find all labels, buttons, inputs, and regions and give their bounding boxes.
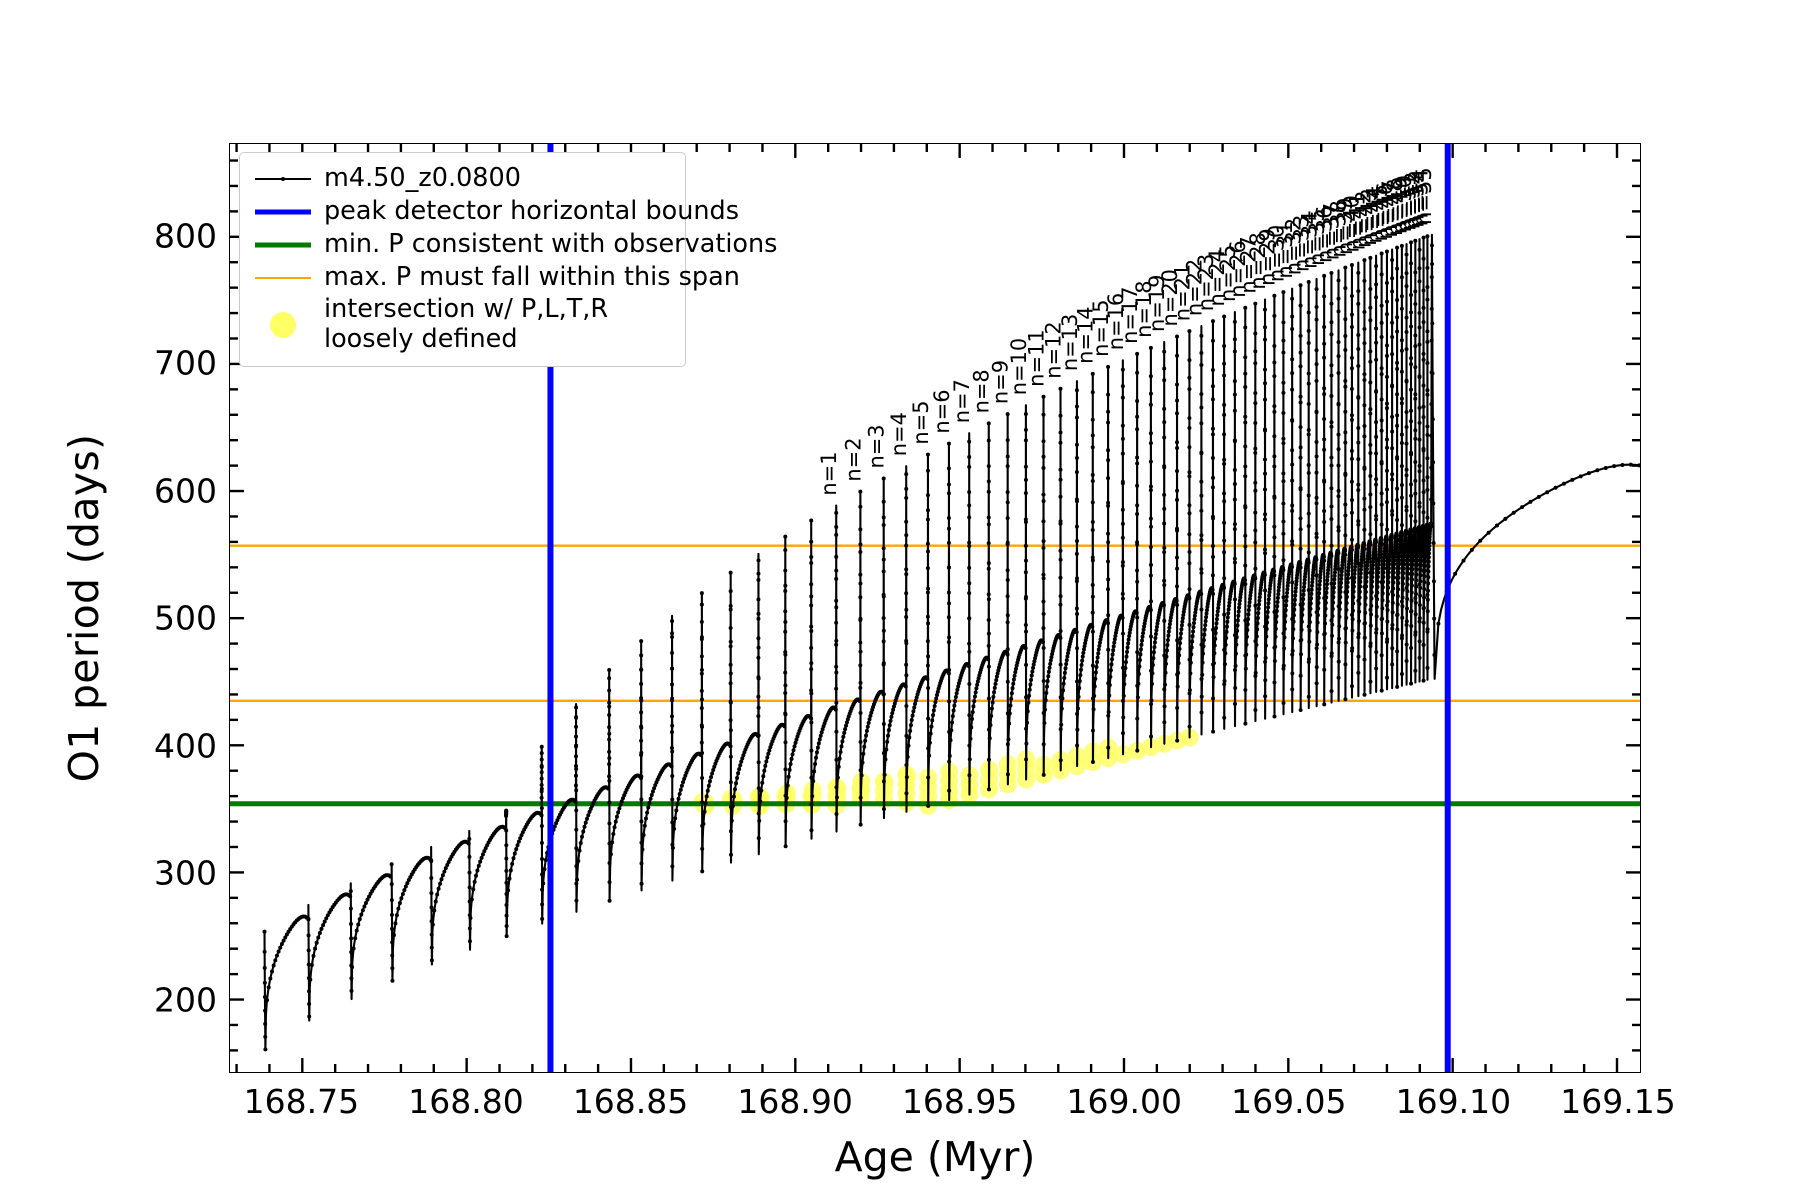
y-tick-label: 600 bbox=[154, 471, 217, 511]
y-tick-label: 200 bbox=[154, 980, 217, 1020]
pulse-annotation: n=14 bbox=[1074, 306, 1098, 363]
period-evolution-curve bbox=[262, 233, 1640, 1052]
legend-item-intersection: intersection w/ P,L,T,R loosely defined bbox=[252, 294, 673, 356]
pulse-annotation: n=16 bbox=[1104, 293, 1128, 350]
pulse-annotation: n=51 bbox=[1396, 173, 1420, 230]
legend-label-intersection-line2: loosely defined bbox=[324, 324, 518, 354]
pulse-annotation: n=4 bbox=[887, 412, 911, 456]
pulse-number-annotations: n=1 n=2 n=3n=4n=5n=6n=7n=8n=9n=10n=11n=12n… bbox=[817, 167, 1436, 495]
legend-item-model: m4.50_z0.0800 bbox=[252, 162, 673, 195]
legend: m4.50_z0.0800 peak detector horizontal b… bbox=[239, 152, 777, 367]
black-line-marker-icon bbox=[252, 162, 314, 195]
y-tick-label: 500 bbox=[154, 598, 217, 638]
x-tick-label: 169.10 bbox=[1395, 1082, 1512, 1121]
pulse-annotation: n=46 bbox=[1373, 182, 1397, 239]
pulse-annotation: n=43 bbox=[1357, 188, 1381, 245]
pulse-annotation: n=40 bbox=[1339, 195, 1363, 252]
pulse-annotation: n=9 bbox=[989, 360, 1013, 404]
pulse-annotation: n=38 bbox=[1326, 200, 1350, 257]
pulse-annotation: n=39 bbox=[1333, 198, 1357, 255]
pulse-annotation: n=50 bbox=[1392, 175, 1416, 232]
plot-canvas: n=1 n=2 n=3n=4n=5n=6n=7n=8n=9n=10n=11n=12n… bbox=[230, 144, 1640, 1072]
pulse-annotation: n=12 bbox=[1041, 321, 1065, 378]
yellow-blob-icon bbox=[252, 294, 314, 356]
pulse-annotation: n=2 bbox=[841, 437, 865, 481]
pulse-annotation: n=26 bbox=[1226, 240, 1250, 297]
pulse-annotation: n=52 bbox=[1400, 172, 1424, 229]
pulse-annotation: n=27 bbox=[1236, 236, 1260, 293]
pulse-annotation: n=23 bbox=[1194, 254, 1218, 311]
pulse-annotation: n=53 bbox=[1405, 170, 1429, 227]
axis-ticks bbox=[230, 144, 1640, 1072]
x-tick-label: 169.05 bbox=[1231, 1082, 1347, 1121]
pulse-annotation: n=31 bbox=[1273, 221, 1297, 278]
pulse-annotation: n=47 bbox=[1378, 180, 1402, 237]
pulse-annotation: n=36 bbox=[1312, 206, 1336, 263]
pulse-annotation: n=10 bbox=[1007, 338, 1031, 395]
y-tick-label: 800 bbox=[154, 216, 217, 256]
pulse-annotation: n=20 bbox=[1158, 269, 1182, 326]
pulse-annotation: n=37 bbox=[1319, 203, 1343, 260]
pulse-annotation: n=19 bbox=[1145, 275, 1169, 332]
legend-item-peak-bounds: peak detector horizontal bounds bbox=[252, 195, 739, 228]
pulse-annotation: n=21 bbox=[1170, 264, 1194, 321]
x-tick-label: 168.90 bbox=[737, 1082, 853, 1121]
y-tick-label: 300 bbox=[154, 853, 217, 893]
pulse-annotation: n=55 bbox=[1412, 167, 1436, 224]
pulse-annotation: n=54 bbox=[1408, 169, 1432, 226]
pulse-annotation: n=49 bbox=[1388, 177, 1412, 234]
pulse-annotation: n=5 bbox=[909, 400, 933, 444]
x-tick-label: 168.95 bbox=[901, 1082, 1018, 1121]
y-tick-label: 400 bbox=[154, 726, 217, 766]
legend-label-intersection: intersection w/ P,L,T,R loosely defined bbox=[324, 294, 608, 354]
blue-line-icon bbox=[252, 195, 314, 228]
pulse-annotation: n=35 bbox=[1305, 208, 1329, 265]
y-tick-label: 700 bbox=[154, 343, 217, 383]
pulse-annotation: n=28 bbox=[1246, 232, 1270, 289]
pulse-annotation: n=44 bbox=[1363, 186, 1387, 243]
pulse-annotation: n=3 bbox=[865, 424, 889, 468]
pulse-annotation: n=33 bbox=[1290, 215, 1314, 272]
pulse-annotation: n=8 bbox=[970, 369, 994, 413]
y-axis-label: O1 period (days) bbox=[60, 433, 108, 783]
x-tick-label: 168.75 bbox=[243, 1082, 360, 1121]
x-tick-label: 169.15 bbox=[1560, 1082, 1676, 1121]
pulse-annotation: n=6 bbox=[930, 389, 954, 433]
orange-line-icon bbox=[252, 261, 314, 294]
legend-label-min-period: min. P consistent with observations bbox=[324, 229, 778, 259]
pulse-annotation: n=24 bbox=[1205, 249, 1229, 306]
green-line-icon bbox=[252, 228, 314, 261]
legend-item-max-span: max. P must fall within this span bbox=[252, 261, 740, 294]
pulse-annotation: n=11 bbox=[1024, 329, 1048, 386]
pulse-annotation: n=45 bbox=[1368, 184, 1392, 241]
x-axis-label: Age (Myr) bbox=[834, 1133, 1036, 1181]
pulse-annotation: n=25 bbox=[1216, 245, 1240, 302]
pulse-annotation: n=17 bbox=[1118, 286, 1142, 343]
pulse-annotation: n=41 bbox=[1345, 193, 1369, 250]
x-tick-label: 168.85 bbox=[572, 1082, 689, 1121]
legend-label-model: m4.50_z0.0800 bbox=[324, 163, 521, 193]
pulse-annotation: n=18 bbox=[1132, 280, 1156, 337]
pulse-annotation: n=22 bbox=[1182, 259, 1206, 316]
pulse-annotation: n=30 bbox=[1264, 225, 1288, 282]
x-tick-label: 168.80 bbox=[408, 1082, 524, 1121]
pulse-annotation: n=13 bbox=[1058, 314, 1082, 371]
pulse-annotation: n=15 bbox=[1089, 299, 1113, 356]
pulse-annotation: n=42 bbox=[1351, 190, 1375, 247]
pulse-annotation: n=32 bbox=[1282, 218, 1306, 275]
pulse-annotation: n=29 bbox=[1255, 228, 1279, 285]
legend-label-max-span: max. P must fall within this span bbox=[324, 262, 740, 292]
pulse-annotation: n=34 bbox=[1298, 211, 1322, 268]
x-tick-label: 169.00 bbox=[1066, 1082, 1182, 1121]
pulse-annotation: n=48 bbox=[1383, 178, 1407, 235]
legend-label-peak-bounds: peak detector horizontal bounds bbox=[324, 196, 740, 226]
pulse-annotation: n=1 bbox=[817, 451, 841, 495]
pulse-annotation: n=7 bbox=[950, 379, 974, 423]
legend-label-intersection-line1: intersection w/ P,L,T,R bbox=[324, 294, 609, 324]
legend-item-min-period: min. P consistent with observations bbox=[252, 228, 777, 261]
